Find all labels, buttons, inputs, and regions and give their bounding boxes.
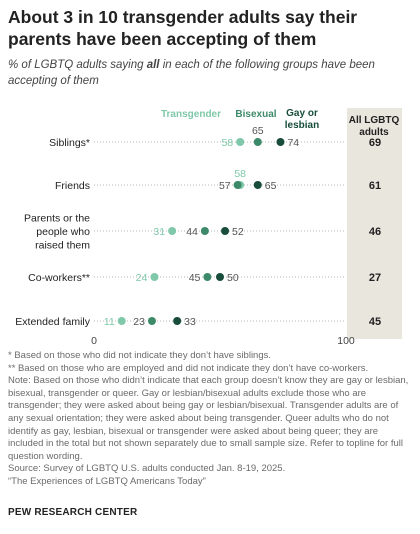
- category-label: Friends: [55, 180, 90, 192]
- axis-tick-label: 0: [91, 335, 97, 347]
- value-label-transgender: 58: [234, 168, 246, 180]
- subtitle-text: % of LGBTQ adults saying: [8, 59, 147, 71]
- total-value: 46: [369, 226, 381, 238]
- dot-gay_or_lesbian: [276, 138, 285, 146]
- value-label-bisexual: 45: [189, 272, 201, 284]
- dot-bisexual: [253, 138, 262, 146]
- category-label: Siblings*: [49, 137, 90, 149]
- value-label-bisexual: 23: [133, 316, 145, 328]
- legend-transgender: Transgender: [161, 109, 221, 120]
- total-value: 27: [369, 272, 381, 284]
- value-label-bisexual: 44: [186, 226, 198, 238]
- footnotes: * Based on those who did not indicate th…: [8, 350, 412, 489]
- value-label-gay_or_lesbian: 52: [232, 226, 244, 238]
- axis-tick-label: 100: [337, 335, 355, 347]
- value-label-gay_or_lesbian: 74: [287, 137, 299, 149]
- dot-gay_or_lesbian: [253, 181, 262, 189]
- value-label-bisexual: 65: [252, 125, 264, 137]
- chart-subtitle: % of LGBTQ adults saying all in each of …: [8, 57, 408, 89]
- value-label-gay_or_lesbian: 50: [227, 272, 239, 284]
- footnote-siblings: * Based on those who did not indicate th…: [8, 350, 272, 361]
- dot-transgender: [150, 273, 159, 281]
- total-value: 45: [369, 316, 381, 328]
- dot-transgender: [117, 317, 126, 325]
- total-column-header: adults: [359, 127, 389, 138]
- total-value: 69: [369, 137, 381, 149]
- subtitle-emphasis: all: [146, 59, 160, 71]
- dot-transgender: [236, 138, 245, 146]
- legend-gay-or-lesbian: lesbian: [285, 120, 319, 131]
- brand-logo-text: PEW RESEARCH CENTER: [8, 507, 138, 518]
- dot-gay_or_lesbian: [173, 317, 182, 325]
- total-value: 61: [369, 180, 381, 192]
- subtitle-text-end: in each of the following groups have bee…: [8, 59, 375, 87]
- dot-bisexual: [200, 227, 209, 235]
- category-label: people who: [36, 226, 90, 238]
- total-column-background: [347, 108, 402, 339]
- dot-gay_or_lesbian: [216, 273, 224, 281]
- dot-gay_or_lesbian: [221, 227, 230, 235]
- footnote-source: Source: Survey of LGBTQ U.S. adults cond…: [8, 463, 286, 475]
- value-label-transgender: 24: [136, 272, 148, 284]
- dot-bisexual: [147, 317, 156, 325]
- category-label: Parents or the: [24, 213, 90, 225]
- value-label-transgender: 11: [104, 316, 115, 328]
- total-column-header: All LGBTQ: [349, 115, 400, 126]
- value-label-transgender: 58: [221, 137, 233, 149]
- value-label-gay_or_lesbian: 65: [265, 180, 277, 192]
- dot-bisexual: [233, 181, 242, 189]
- footnote-note: Note: Based on those who didn’t indicate…: [8, 375, 409, 462]
- category-label: Co-workers**: [28, 272, 90, 284]
- footnote-report: “The Experiences of LGBTQ Americans Toda…: [8, 475, 206, 487]
- category-label: Extended family: [15, 316, 90, 328]
- value-label-bisexual: 57: [219, 180, 231, 192]
- legend-gay-or-lesbian: Gay or: [286, 108, 318, 119]
- chart-title: About 3 in 10 transgender adults say the…: [8, 7, 358, 49]
- dot-transgender: [168, 227, 177, 235]
- category-label: raised them: [35, 240, 90, 252]
- value-label-gay_or_lesbian: 33: [184, 316, 196, 328]
- footnote-coworkers: ** Based on those who are employed and d…: [8, 362, 369, 374]
- legend-bisexual: Bisexual: [235, 109, 276, 120]
- dot-bisexual: [203, 273, 212, 281]
- value-label-transgender: 31: [153, 226, 165, 238]
